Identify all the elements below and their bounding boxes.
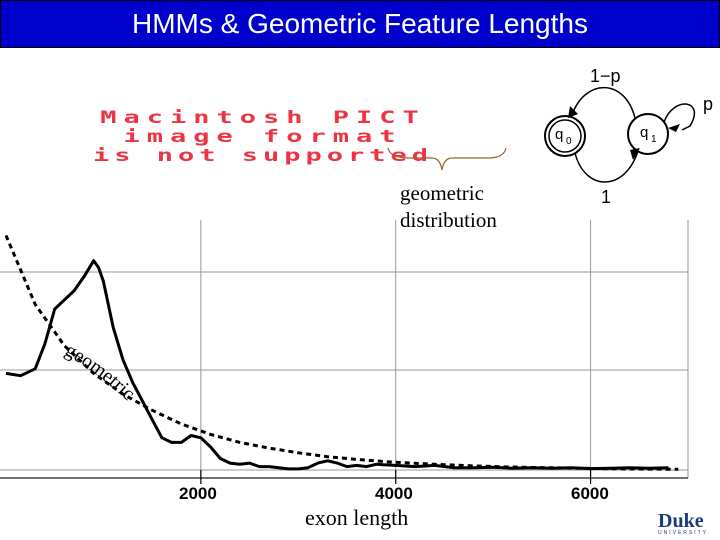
title-bar: HMMs & Geometric Feature Lengths — [0, 0, 720, 48]
arrowhead-q1-self — [668, 124, 680, 132]
annotation-brace — [387, 147, 507, 171]
annotation-line-2: distribution — [400, 208, 497, 232]
annotation-line-1: geometric — [400, 181, 484, 205]
unsupported-image-placeholder: Macintosh PICT image format is not suppo… — [18, 108, 508, 166]
placeholder-line-1: Macintosh PICT — [100, 108, 426, 128]
x-tick-2000: 2000 — [179, 484, 217, 503]
state-q1-subscript: 1 — [651, 134, 657, 145]
state-q1-label: q — [640, 124, 648, 141]
placeholder-line-2: image format — [123, 127, 403, 147]
state-q0-label: q — [555, 126, 563, 143]
x-axis-label: exon length — [305, 505, 409, 530]
edge-q0-to-q1 — [574, 150, 639, 183]
label-p: p — [703, 94, 713, 114]
series-line-exon-lengths — [5, 259, 669, 471]
logo-subtext: UNIVERSITY — [658, 530, 709, 536]
arrowhead-q1-bottom — [630, 148, 640, 160]
state-q0-subscript: 0 — [566, 136, 572, 147]
state-diagram: 1−p p 1 q 0 q 1 — [544, 66, 713, 207]
x-tick-4000: 4000 — [375, 484, 413, 503]
chart-area: geometric — [0, 220, 689, 484]
state-q0-node — [544, 115, 586, 157]
series-line-geometric — [4, 234, 679, 471]
logo-text: Duke — [658, 510, 704, 532]
label-one-minus-p: 1−p — [590, 66, 621, 86]
annotation-caption: geometric distribution — [400, 180, 497, 234]
label-one: 1 — [601, 187, 611, 207]
chart-grid — [0, 220, 689, 484]
duke-logo: Duke UNIVERSITY — [658, 510, 709, 536]
placeholder-line-3: is not supported — [92, 146, 434, 166]
x-tick-6000: 6000 — [571, 484, 609, 503]
self-loop-q1 — [663, 103, 696, 131]
slide-title: HMMs & Geometric Feature Lengths — [132, 8, 588, 39]
state-q0-inner — [548, 119, 582, 153]
chart-series — [4, 234, 679, 471]
arrowhead-q0-top — [568, 106, 578, 118]
state-q1-node — [627, 113, 669, 155]
edge-q1-to-q0 — [571, 87, 636, 119]
